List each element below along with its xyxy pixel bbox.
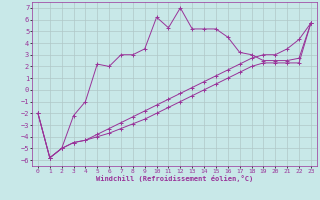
X-axis label: Windchill (Refroidissement éolien,°C): Windchill (Refroidissement éolien,°C) <box>96 175 253 182</box>
